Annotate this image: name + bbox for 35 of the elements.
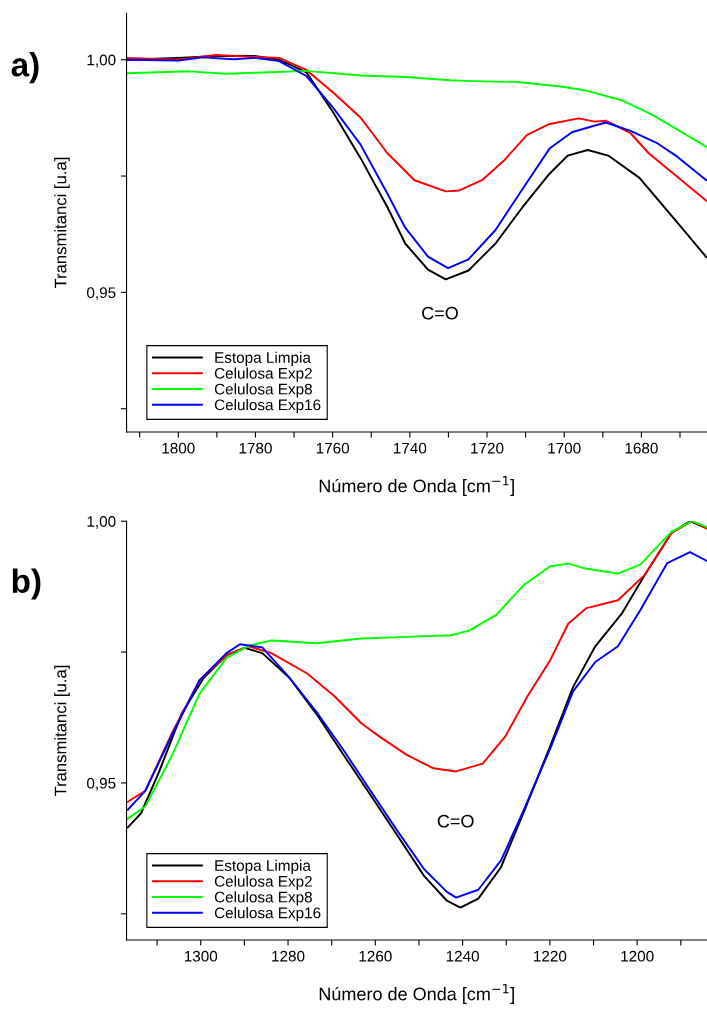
y-axis-title: Transmitanci [u.a]	[54, 157, 70, 289]
x-tick-label: 1780	[239, 442, 272, 454]
legend-label: Celulosa Exp8	[214, 891, 312, 906]
y-axis-title: Transmitanci [u.a]	[54, 665, 70, 797]
y-tick-label: 1,00	[87, 54, 116, 68]
x-tick-label: 1280	[272, 950, 305, 962]
x-tick-label: 1700	[548, 442, 581, 454]
x-tick-label: 1200	[621, 950, 654, 962]
annotation: C=O	[437, 814, 474, 828]
y-tick-label: 1,00	[87, 516, 116, 529]
x-tick-label: 1680	[625, 442, 658, 454]
x-tick-label: 1240	[446, 950, 479, 962]
legend-label: Estopa Limpia	[215, 859, 311, 874]
text: b)	[12, 568, 41, 600]
x-axis-title: Número de Onda [cm$^{−1}$]	[319, 984, 514, 1004]
legend-label: Estopa Limpia	[215, 351, 311, 366]
y-tick-label: 0,95	[87, 287, 116, 300]
x-axis-title: Número de Onda [cm$^{−1}$]	[319, 476, 514, 496]
x-tick-label: 1220	[534, 950, 567, 962]
legend-label: Celulosa Exp16	[214, 907, 321, 922]
line-series	[126, 69, 707, 148]
annotation: C=O	[422, 306, 458, 320]
legend-label: Celulosa Exp2	[214, 367, 312, 382]
legend-label: Celulosa Exp16	[214, 399, 321, 414]
x-tick-label: 1740	[394, 442, 427, 454]
legend-label: Celulosa Exp2	[214, 875, 312, 890]
x-tick-label: 1760	[316, 442, 350, 454]
line-series	[126, 54, 707, 202]
legend-label: Celulosa Exp8	[214, 383, 312, 398]
x-tick-label: 1720	[471, 442, 504, 454]
x-tick-label: 1800	[162, 442, 195, 454]
x-tick-label: 1260	[359, 950, 392, 962]
text: a)	[11, 52, 39, 84]
x-tick-label: 1300	[184, 950, 218, 962]
y-tick-label: 0,95	[87, 777, 116, 791]
